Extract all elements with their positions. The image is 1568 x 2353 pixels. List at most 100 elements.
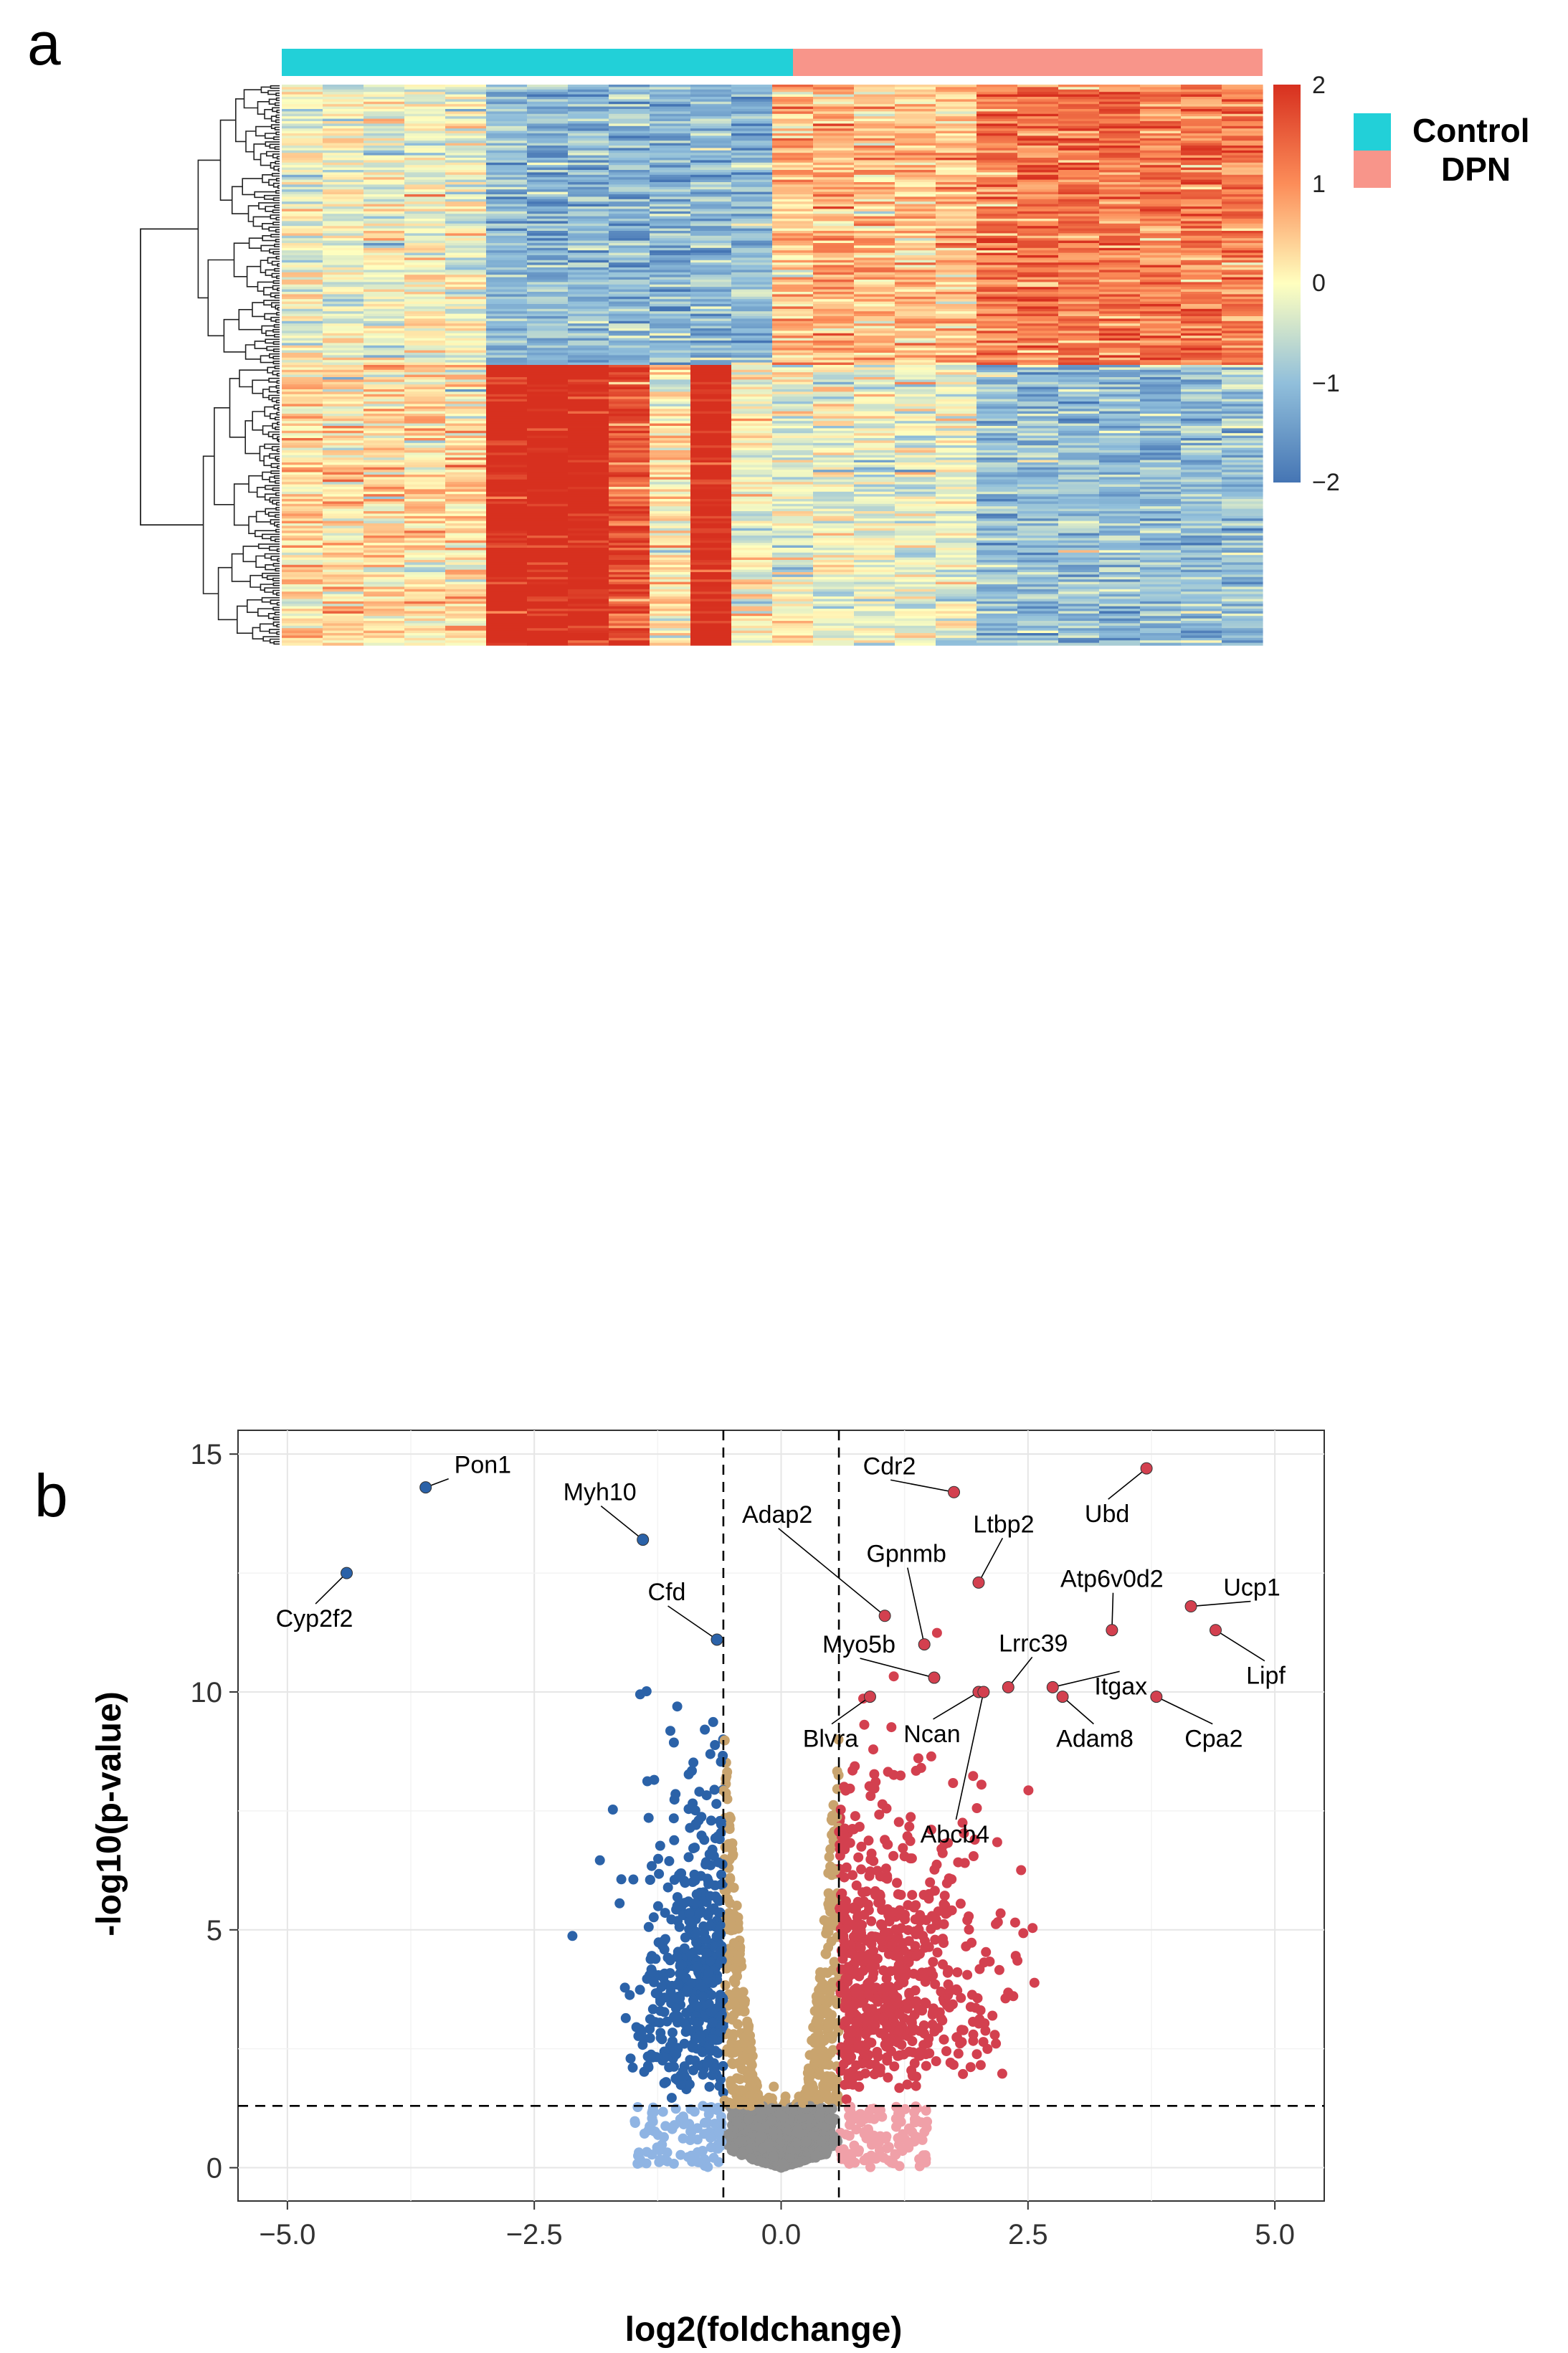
heatmap-cell xyxy=(690,316,732,319)
heatmap-cell xyxy=(323,533,364,536)
heatmap-cell xyxy=(977,353,1018,356)
heatmap-cell xyxy=(527,545,569,548)
heatmap-cell xyxy=(323,416,364,419)
heatmap-cell xyxy=(731,289,773,293)
heatmap-cell xyxy=(731,362,773,366)
heatmap-cell xyxy=(282,501,323,505)
heatmap-cell xyxy=(772,270,814,273)
heatmap-cell xyxy=(404,233,446,237)
heatmap-cell xyxy=(568,494,609,498)
heatmap-cell xyxy=(977,287,1018,290)
heatmap-cell xyxy=(527,399,569,402)
heatmap-cell xyxy=(486,621,528,624)
heatmap-cell xyxy=(854,360,895,363)
heatmap-cell xyxy=(772,572,814,575)
heatmap-cell xyxy=(568,579,609,583)
heatmap-cell xyxy=(772,640,814,644)
heatmap-cell xyxy=(445,591,487,595)
heatmap-cell xyxy=(404,484,446,488)
heatmap-cell xyxy=(813,450,855,453)
heatmap-cell xyxy=(1099,472,1141,475)
heatmap-cell xyxy=(977,491,1018,495)
heatmap-cell xyxy=(731,162,773,166)
heatmap-cell xyxy=(1099,104,1141,108)
heatmap-cell xyxy=(731,599,773,602)
heatmap-cell xyxy=(813,396,855,400)
heatmap-cell xyxy=(445,146,487,148)
heatmap-cell xyxy=(527,394,569,397)
heatmap-cell xyxy=(445,150,487,153)
heatmap-cell xyxy=(1017,528,1059,531)
heatmap-cell xyxy=(813,374,855,378)
heatmap-cell xyxy=(895,625,936,629)
heatmap-cell xyxy=(445,414,487,417)
heatmap-cell xyxy=(854,184,895,188)
heatmap-cell xyxy=(404,560,446,563)
heatmap-cell xyxy=(1017,301,1059,305)
heatmap-cell xyxy=(609,628,650,632)
heatmap-cell xyxy=(445,596,487,599)
heatmap-cell xyxy=(1058,275,1100,278)
heatmap-cell xyxy=(486,350,528,353)
heatmap-cell xyxy=(323,484,364,488)
heatmap-cell xyxy=(486,591,528,595)
heatmap-cell xyxy=(977,435,1018,439)
heatmap-cell xyxy=(936,231,977,234)
heatmap-cell xyxy=(895,552,936,556)
heatmap-cell xyxy=(282,637,323,641)
heatmap-cell xyxy=(527,357,569,361)
heatmap-cell xyxy=(1017,343,1059,346)
heatmap-cell xyxy=(527,333,569,336)
heatmap-cell xyxy=(690,416,732,419)
heatmap-cell xyxy=(527,555,569,558)
heatmap-cell xyxy=(813,381,855,385)
heatmap-cell xyxy=(690,233,732,237)
heatmap-cell xyxy=(936,201,977,205)
heatmap-cell xyxy=(568,206,609,209)
heatmap-cell xyxy=(772,394,814,397)
heatmap-cell xyxy=(813,616,855,619)
heatmap-cell xyxy=(364,384,405,388)
heatmap-cell xyxy=(323,240,364,244)
heatmap-cell xyxy=(977,130,1018,134)
heatmap-cell xyxy=(813,333,855,336)
heatmap-cell xyxy=(690,572,732,575)
heatmap-cell xyxy=(486,165,528,168)
heatmap-cell xyxy=(731,399,773,402)
heatmap-cell xyxy=(404,325,446,329)
heatmap-cell xyxy=(690,470,732,473)
heatmap-cell xyxy=(977,343,1018,346)
heatmap-cell xyxy=(895,528,936,531)
heatmap-cell xyxy=(977,447,1018,451)
heatmap-cell xyxy=(772,252,814,256)
heatmap-cell xyxy=(813,257,855,261)
dendrogram-branch xyxy=(272,370,280,376)
heatmap-cell xyxy=(486,596,528,599)
heatmap-cell xyxy=(568,99,609,103)
heatmap-cell xyxy=(568,104,609,108)
heatmap-cell xyxy=(895,421,936,424)
heatmap-cell xyxy=(731,421,773,424)
heatmap-cell xyxy=(731,228,773,232)
heatmap-cell xyxy=(650,404,691,407)
heatmap-cell xyxy=(977,642,1018,646)
heatmap-cell xyxy=(364,369,405,373)
heatmap-cell xyxy=(1099,341,1141,343)
heatmap-cell xyxy=(854,518,895,522)
heatmap-cell xyxy=(282,214,323,217)
heatmap-cell xyxy=(609,374,650,378)
heatmap-cell xyxy=(731,616,773,619)
heatmap-cell xyxy=(404,357,446,361)
heatmap-cell xyxy=(854,501,895,505)
heatmap-cell xyxy=(1058,240,1100,244)
heatmap-cell xyxy=(690,170,732,173)
heatmap-cell xyxy=(282,238,323,242)
heatmap-cell xyxy=(609,94,650,98)
heatmap-cell xyxy=(895,362,936,366)
heatmap-cell xyxy=(568,394,609,397)
heatmap-cell xyxy=(772,633,814,636)
heatmap-cell xyxy=(568,141,609,144)
heatmap-cell xyxy=(282,511,323,514)
heatmap-cell xyxy=(282,411,323,414)
heatmap-cell xyxy=(323,362,364,366)
